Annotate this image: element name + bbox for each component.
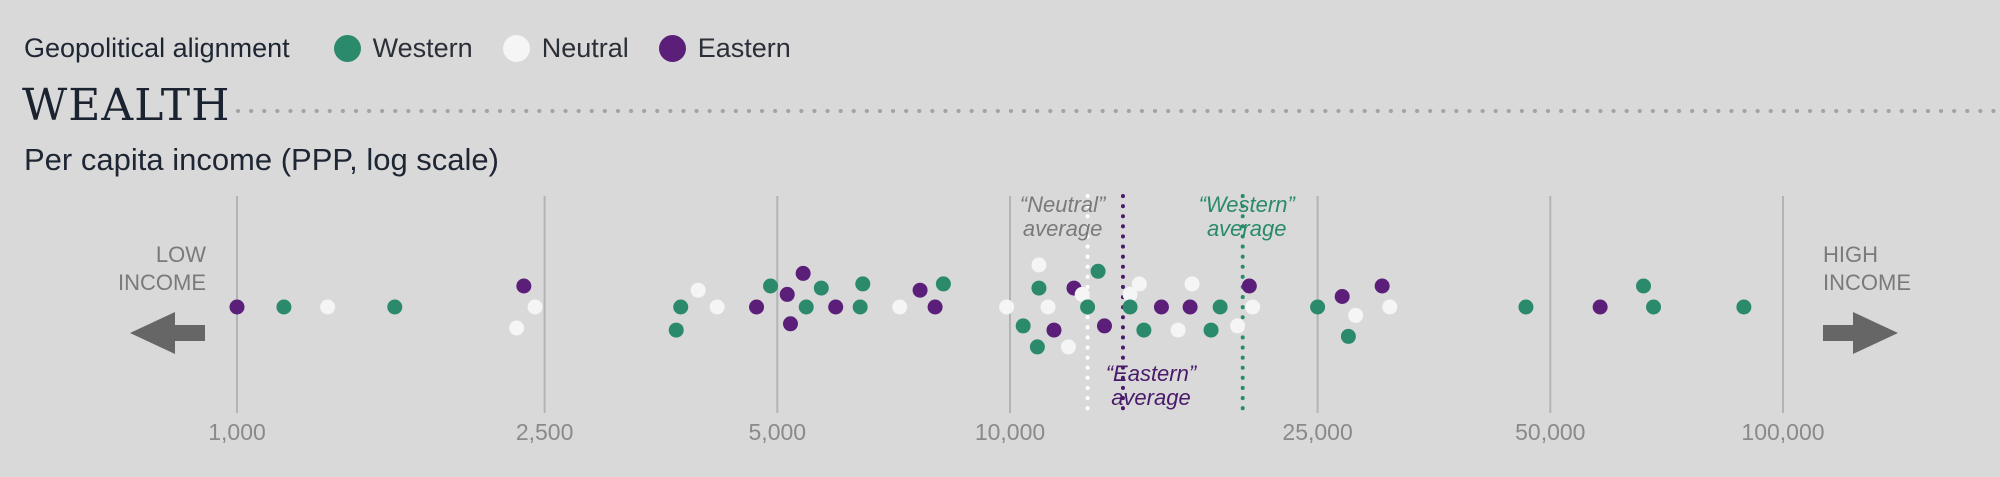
point-neutral-48 xyxy=(1230,318,1246,334)
right-arrow-icon xyxy=(1823,312,1898,354)
legend: Geopolitical alignment Western Neutral E… xyxy=(24,24,821,72)
tick-label-100000: 100,000 xyxy=(1741,419,1824,445)
point-western-59 xyxy=(1636,278,1652,294)
average-label-western-1: “Western” xyxy=(1199,192,1297,217)
section-title: WEALTH xyxy=(22,80,231,131)
point-neutral-10 xyxy=(709,299,725,315)
point-western-3 xyxy=(387,299,403,315)
legend-label-neutral: Neutral xyxy=(541,32,629,63)
left-arrow-icon xyxy=(130,312,205,354)
point-eastern-18 xyxy=(828,299,844,315)
point-eastern-23 xyxy=(927,299,943,315)
point-western-60 xyxy=(1646,299,1662,315)
tick-labels: 1,000 2,500 5,000 10,000 25,000 50,000 100,000 xyxy=(208,419,1824,445)
point-western-8 xyxy=(673,299,689,315)
point-western-12 xyxy=(763,278,779,294)
point-neutral-2 xyxy=(320,299,336,315)
point-neutral-6 xyxy=(527,299,543,315)
point-eastern-0 xyxy=(229,299,245,315)
point-western-61 xyxy=(1736,299,1752,315)
point-neutral-27 xyxy=(1031,257,1047,273)
point-neutral-9 xyxy=(690,282,706,298)
point-western-47 xyxy=(1212,299,1228,315)
point-western-46 xyxy=(1203,322,1219,338)
chart-subtitle: Per capita income (PPP, log scale) xyxy=(24,142,499,177)
tick-label-50000: 50,000 xyxy=(1515,419,1585,445)
legend-dot-neutral xyxy=(502,34,530,62)
gridlines xyxy=(236,196,1784,413)
point-western-19 xyxy=(852,299,868,315)
point-neutral-32 xyxy=(1060,339,1076,355)
point-neutral-34 xyxy=(1074,286,1090,302)
average-label-eastern-1: “Eastern” xyxy=(1106,361,1198,386)
point-western-17 xyxy=(813,280,829,296)
legend-dot-eastern xyxy=(658,34,686,62)
tick-label-25000: 25,000 xyxy=(1282,419,1352,445)
point-eastern-44 xyxy=(1182,299,1198,315)
point-western-16 xyxy=(798,299,814,315)
point-neutral-21 xyxy=(892,299,908,315)
point-eastern-4 xyxy=(516,278,532,294)
point-eastern-22 xyxy=(912,282,928,298)
point-neutral-5 xyxy=(509,320,525,336)
point-neutral-56 xyxy=(1382,299,1398,315)
point-western-20 xyxy=(855,276,871,292)
point-western-26 xyxy=(1015,318,1031,334)
point-neutral-45 xyxy=(1184,276,1200,292)
legend-label-eastern: Eastern xyxy=(697,32,791,63)
point-neutral-43 xyxy=(1170,322,1186,338)
point-western-1 xyxy=(276,299,292,315)
point-western-57 xyxy=(1518,299,1534,315)
low-income-label-line2: INCOME xyxy=(118,270,206,295)
point-eastern-15 xyxy=(795,265,811,281)
average-label-western-2: average xyxy=(1207,216,1287,241)
point-eastern-14 xyxy=(782,316,798,332)
point-western-24 xyxy=(935,276,951,292)
high-income-label-line2: INCOME xyxy=(1823,270,1911,295)
tick-label-10000: 10,000 xyxy=(975,419,1045,445)
point-neutral-25 xyxy=(999,299,1015,315)
low-income-label-line1: LOW xyxy=(156,242,206,267)
point-eastern-52 xyxy=(1334,289,1350,304)
point-western-35 xyxy=(1080,299,1096,315)
point-neutral-38 xyxy=(1122,286,1138,302)
point-eastern-55 xyxy=(1374,278,1390,294)
point-western-28 xyxy=(1031,280,1047,296)
average-label-neutral-2: average xyxy=(1023,216,1103,241)
data-points xyxy=(229,257,1752,355)
point-neutral-54 xyxy=(1348,307,1364,323)
point-western-7 xyxy=(668,322,684,338)
point-western-51 xyxy=(1310,299,1326,315)
point-eastern-42 xyxy=(1153,299,1169,315)
point-neutral-50 xyxy=(1245,299,1261,315)
point-western-39 xyxy=(1122,299,1138,315)
point-eastern-11 xyxy=(749,299,765,315)
point-neutral-40 xyxy=(1131,276,1147,292)
legend-title: Geopolitical alignment xyxy=(24,32,290,63)
point-western-30 xyxy=(1029,339,1045,355)
point-neutral-29 xyxy=(1040,299,1056,315)
point-western-41 xyxy=(1136,322,1152,338)
legend-item-eastern: Eastern xyxy=(658,32,791,64)
legend-label-western: Western xyxy=(372,32,473,63)
legend-dot-western xyxy=(333,34,361,62)
high-income-label-line1: HIGH xyxy=(1823,242,1878,267)
point-western-53 xyxy=(1340,328,1356,344)
point-eastern-31 xyxy=(1046,322,1062,338)
point-eastern-13 xyxy=(779,286,795,302)
average-label-eastern-2: average xyxy=(1111,385,1191,410)
point-western-36 xyxy=(1090,263,1106,279)
tick-label-2500: 2,500 xyxy=(516,419,574,445)
average-label-neutral-1: “Neutral” xyxy=(1020,192,1107,217)
point-eastern-49 xyxy=(1241,278,1257,294)
point-eastern-58 xyxy=(1592,299,1608,315)
tick-label-1000: 1,000 xyxy=(208,419,266,445)
legend-item-western: Western xyxy=(333,32,473,64)
tick-label-5000: 5,000 xyxy=(749,419,807,445)
legend-item-neutral: Neutral xyxy=(502,32,629,64)
point-eastern-37 xyxy=(1096,318,1112,334)
